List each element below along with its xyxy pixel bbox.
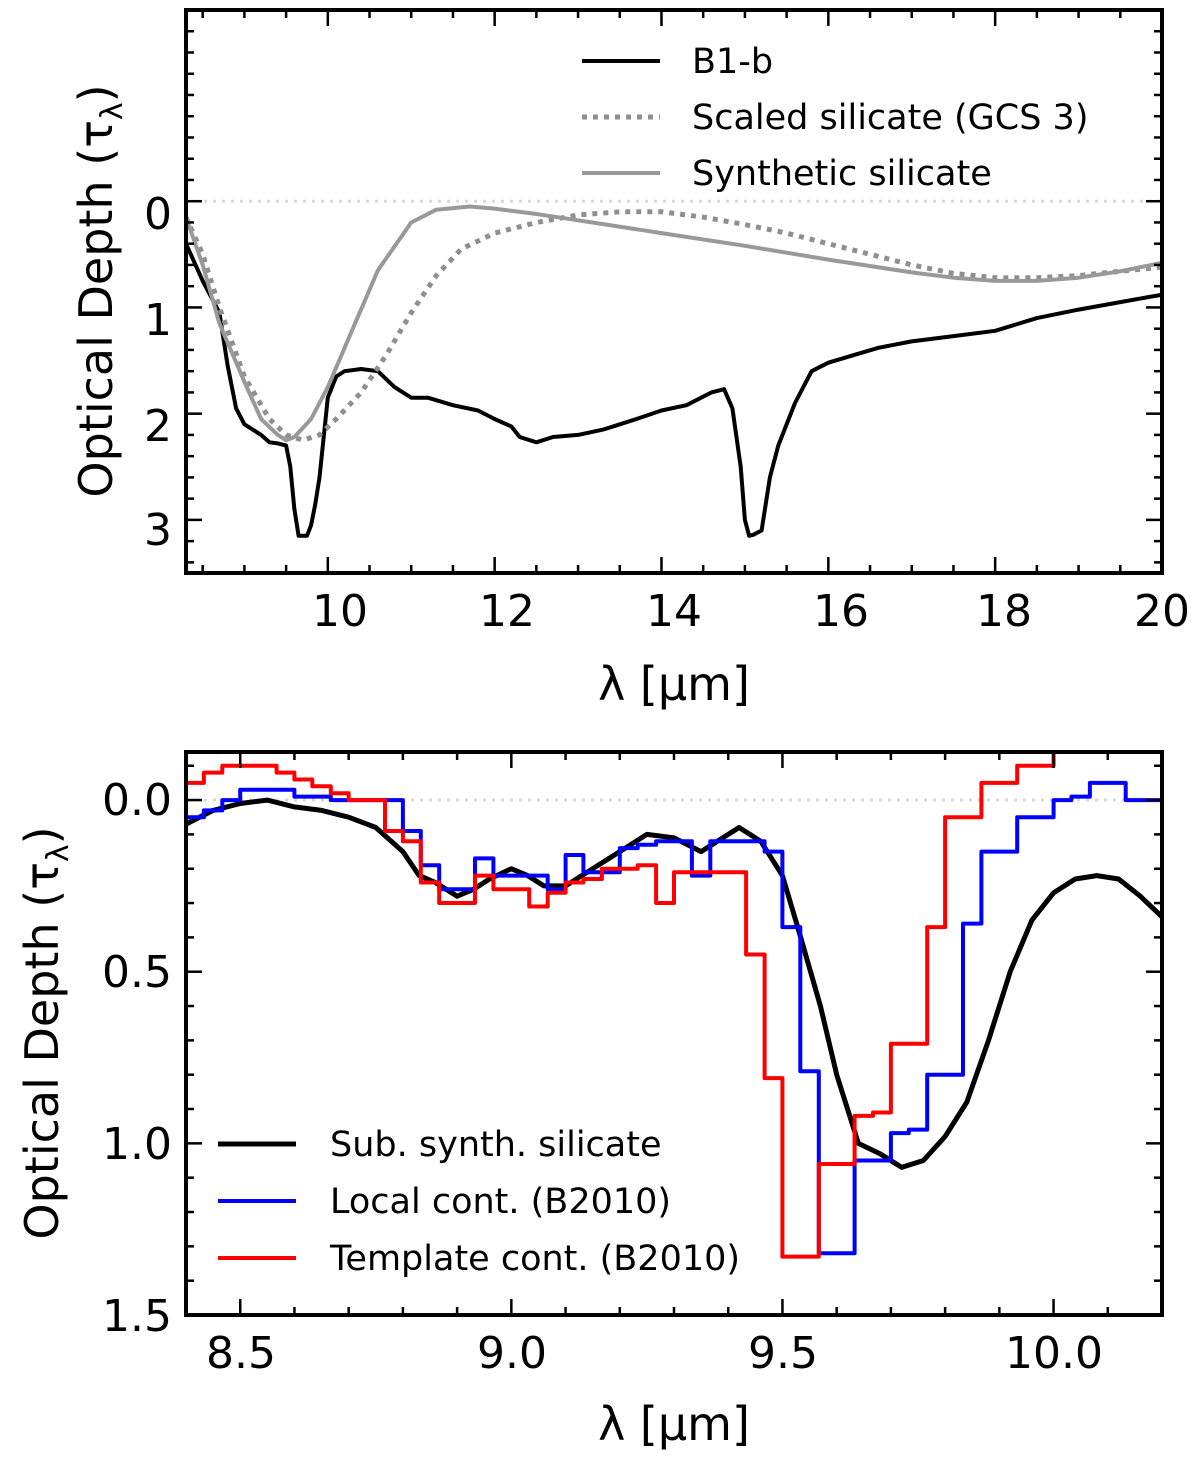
bottom-y-axis-label-main: Optical Depth (τ (15, 862, 69, 1239)
bottom-x-tick-labels: 8.5 9.0 9.5 10.0 (206, 1328, 1103, 1379)
bottom-y-tick-label: 0.0 (102, 775, 172, 826)
top-x-tick-label: 20 (1134, 586, 1190, 637)
bottom-y-tick-label: 1.0 (102, 1119, 172, 1170)
bottom-x-tick-label: 9.0 (477, 1328, 547, 1379)
legend-label-template-cont: Template cont. (B2010) (329, 1239, 740, 1279)
top-x-tick-label: 12 (479, 586, 535, 637)
bottom-x-tick-label: 8.5 (206, 1328, 276, 1379)
top-legend: B1-b Scaled silicate (GCS 3) Synthetic s… (582, 42, 1088, 194)
series-line-sub-synth-silicate (186, 797, 1162, 1170)
top-y-tick-label: 1 (144, 295, 172, 346)
legend-label-synthetic-silicate: Synthetic silicate (692, 154, 992, 194)
series-line-b1-b (186, 242, 1162, 538)
top-x-tick-label: 16 (813, 586, 869, 637)
bottom-x-axis-label: λ [μm] (598, 1397, 750, 1451)
top-y-axis-label: Optical Depth (τλ) (69, 84, 130, 497)
bottom-panel: 8.5 9.0 9.5 10.0 0.0 0.5 1.0 1.5 λ [μm] … (15, 750, 1164, 1451)
top-y-axis-label-subscript: λ (95, 102, 130, 120)
bottom-y-tick-label: 0.5 (102, 947, 172, 998)
top-y-axis-label-close: ) (69, 84, 123, 102)
series-line-scaled-silicate-gcs-3 (186, 209, 1162, 443)
bottom-y-axis-label-close: ) (15, 826, 69, 844)
legend-label-scaled-silicate: Scaled silicate (GCS 3) (692, 98, 1088, 138)
top-x-tick-labels: 10 12 14 16 18 20 (312, 586, 1190, 637)
bottom-x-tick-label: 9.5 (748, 1328, 818, 1379)
bottom-y-axis-label: Optical Depth (τλ) (15, 826, 76, 1239)
bottom-plot-frame (184, 750, 1164, 1317)
top-axis-ticks (186, 8, 1164, 573)
top-y-axis-label-main: Optical Depth (τ (69, 120, 123, 497)
legend-label-sub-synth-silicate: Sub. synth. silicate (330, 1125, 662, 1165)
bottom-x-tick-label: 10.0 (1005, 1328, 1103, 1379)
top-x-tick-label: 14 (646, 586, 702, 637)
top-plot-frame (184, 8, 1164, 575)
top-panel: 10 12 14 16 18 20 0 1 2 3 λ [μm] Optical… (69, 8, 1190, 711)
series-line-template-cont-b2010 (186, 752, 1162, 1259)
series-line-synthetic-silicate (186, 204, 1162, 443)
bottom-legend: Sub. synth. silicate Local cont. (B2010)… (218, 1125, 740, 1279)
top-y-tick-labels: 0 1 2 3 (144, 189, 172, 556)
top-x-axis-label: λ [μm] (598, 657, 750, 711)
top-x-tick-label: 18 (976, 586, 1032, 637)
top-series-group (186, 204, 1162, 538)
legend-label-b1-b: B1-b (692, 42, 773, 82)
top-y-tick-label: 3 (144, 505, 172, 556)
top-x-tick-label: 10 (312, 586, 368, 637)
bottom-y-tick-labels: 0.0 0.5 1.0 1.5 (102, 775, 172, 1342)
bottom-y-axis-label-subscript: λ (41, 844, 76, 862)
top-y-tick-label: 2 (144, 401, 172, 452)
top-y-tick-label: 0 (144, 189, 172, 240)
legend-label-local-cont: Local cont. (B2010) (330, 1182, 671, 1222)
bottom-series-group (186, 752, 1162, 1259)
bottom-y-tick-label: 1.5 (102, 1291, 172, 1342)
